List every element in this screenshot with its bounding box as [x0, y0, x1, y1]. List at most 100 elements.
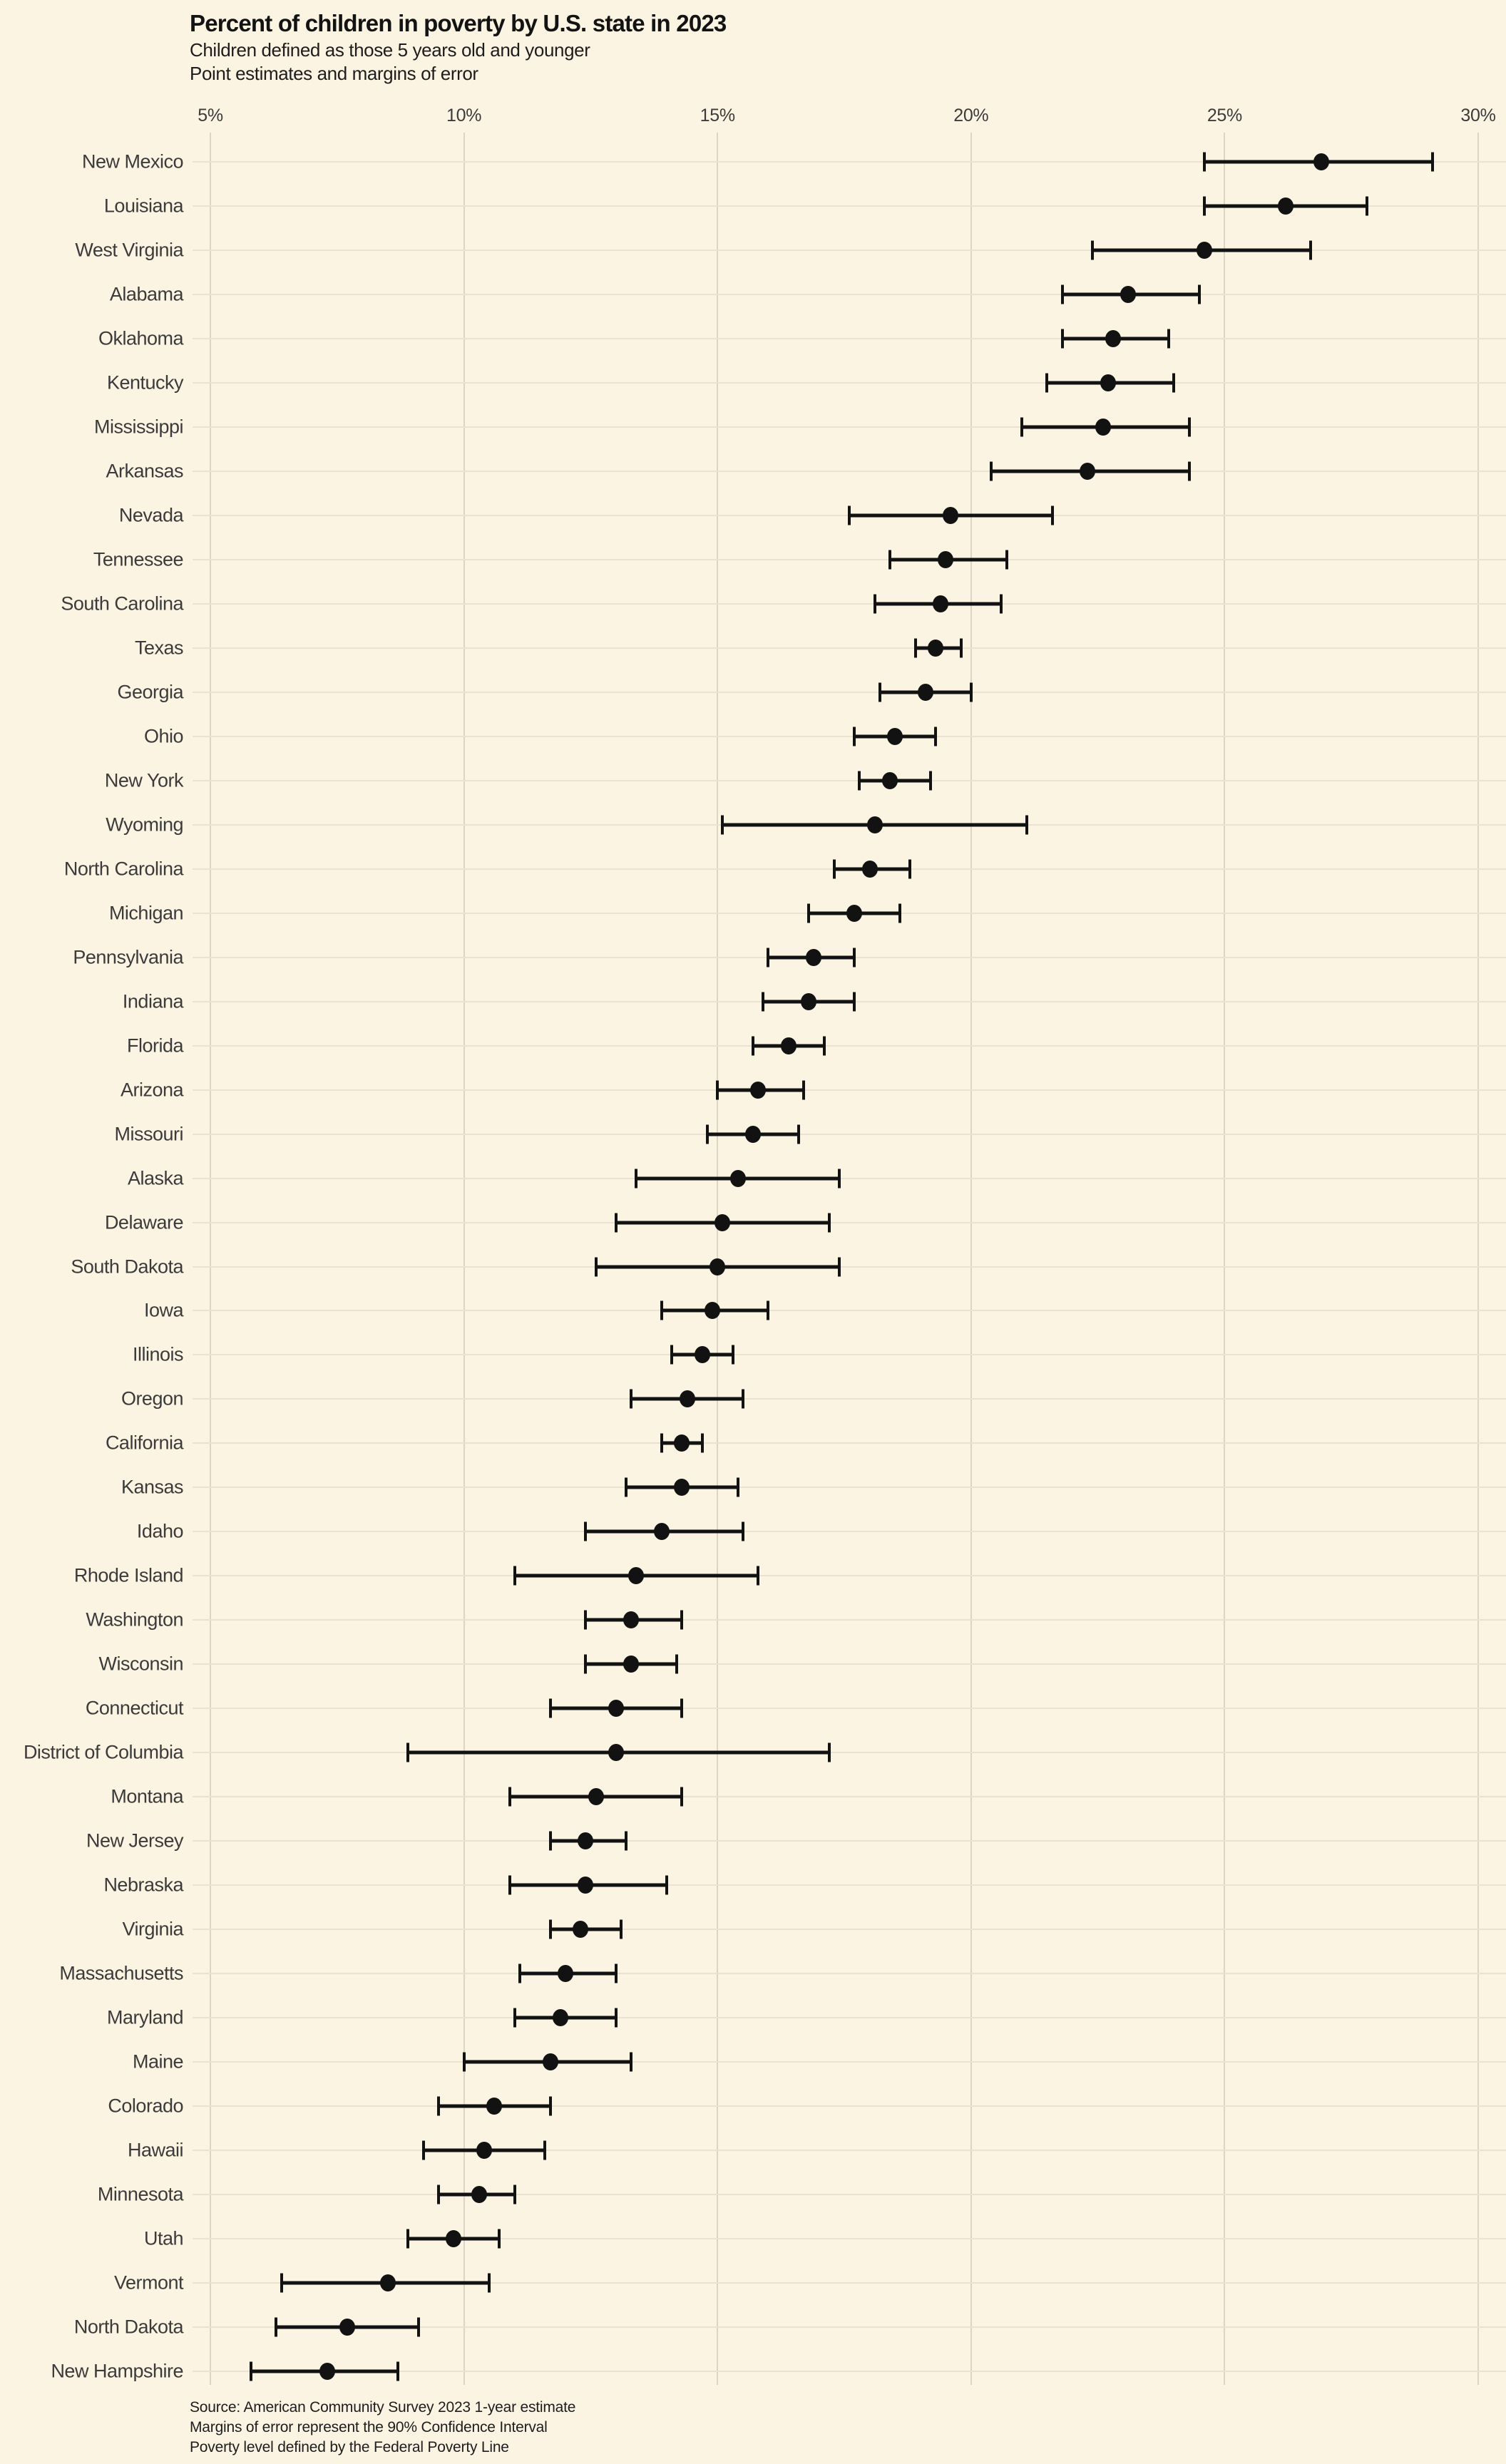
point-estimate-dot	[674, 1479, 690, 1497]
state-label: Texas	[134, 637, 184, 659]
x-axis-tick-label: 15%	[700, 106, 735, 125]
error-bar-cap-left	[762, 992, 765, 1012]
x-gridline	[970, 133, 972, 2385]
error-bar-cap-right	[488, 2273, 491, 2293]
error-bar-cap-left	[1091, 240, 1095, 260]
state-label: North Dakota	[73, 2316, 184, 2338]
row-gridline	[193, 1663, 1506, 1665]
point-estimate-dot	[674, 1434, 690, 1452]
state-label: Alabama	[109, 283, 184, 305]
error-bar-cap-left	[462, 2052, 466, 2072]
error-bar-cap-left	[635, 1169, 638, 1189]
point-estimate-dot	[542, 2053, 558, 2071]
row-gridline	[193, 426, 1506, 428]
point-estimate-dot	[1313, 153, 1329, 170]
chart-subtitle-definition: Children defined as those 5 years old an…	[190, 39, 590, 61]
state-label: Virginia	[122, 1918, 183, 1940]
error-bar-cap-right	[513, 2185, 516, 2204]
error-bar-cap-left	[873, 594, 876, 614]
poverty-definition-note: Poverty level defined by the Federal Pov…	[190, 2439, 509, 2455]
state-label: New Jersey	[86, 1829, 184, 1852]
point-estimate-dot	[694, 1346, 710, 1364]
state-label: Wisconsin	[98, 1653, 183, 1675]
error-bar-cap-left	[807, 903, 811, 923]
error-bar-cap-left	[660, 1433, 663, 1453]
row-gridline	[193, 1487, 1506, 1489]
error-bar-cap-left	[858, 771, 861, 791]
point-estimate-dot	[319, 2363, 335, 2380]
state-label: West Virginia	[75, 239, 183, 261]
error-bar-cap-left	[513, 1566, 516, 1586]
error-bar-cap-right	[614, 1963, 618, 1983]
error-bar-cap-right	[416, 2317, 420, 2337]
chart-subtitle-estimates: Point estimates and margins of error	[190, 63, 478, 84]
state-label: Alaska	[127, 1167, 184, 1189]
row-gridline	[193, 2061, 1506, 2063]
state-label: Delaware	[104, 1211, 184, 1233]
state-label: Montana	[111, 1785, 183, 1807]
error-bar-cap-right	[543, 2140, 547, 2160]
state-label: District of Columbia	[23, 1741, 184, 1763]
error-bar-cap-left	[751, 1036, 754, 1056]
row-gridline	[193, 249, 1506, 251]
error-bar-cap-left	[888, 550, 891, 570]
error-bar-cap-left	[513, 2008, 516, 2028]
state-label: Washington	[86, 1608, 183, 1631]
point-estimate-dot	[578, 1832, 594, 1850]
point-estimate-dot	[679, 1390, 695, 1408]
error-bar-cap-left	[1060, 329, 1064, 349]
state-label: Pennsylvania	[73, 946, 183, 968]
row-gridline	[193, 1752, 1506, 1754]
row-gridline	[193, 558, 1506, 560]
margin-of-error-note: Margins of error represent the 90% Confi…	[190, 2419, 548, 2435]
state-label: Mississippi	[93, 416, 184, 438]
error-bar-cap-right	[1005, 550, 1008, 570]
error-bar-cap-right	[741, 1521, 744, 1541]
error-bar-cap-right	[1172, 373, 1176, 393]
error-bar-cap-right	[680, 1610, 684, 1630]
point-estimate-dot	[806, 948, 822, 966]
error-bar-cap-right	[625, 1831, 628, 1851]
state-label: Kansas	[121, 1476, 184, 1498]
point-estimate-dot	[933, 595, 949, 612]
row-gridline	[193, 2017, 1506, 2019]
point-estimate-dot	[339, 2319, 356, 2336]
error-bar-cap-right	[680, 1787, 684, 1807]
point-estimate-dot	[1196, 241, 1212, 259]
error-bar-cap-left	[249, 2361, 252, 2381]
error-bar-cap-left	[275, 2317, 278, 2337]
point-estimate-dot	[928, 639, 944, 657]
row-gridline	[193, 2150, 1506, 2152]
point-estimate-dot	[917, 683, 933, 701]
row-gridline	[193, 161, 1506, 163]
state-label: Oregon	[121, 1387, 184, 1410]
point-estimate-dot	[780, 1037, 796, 1054]
row-gridline	[193, 1177, 1506, 1179]
state-label: Ohio	[143, 725, 184, 747]
error-bar-cap-left	[584, 1521, 588, 1541]
state-label: Arkansas	[106, 460, 183, 482]
state-label: California	[105, 1432, 184, 1454]
row-gridline	[193, 470, 1506, 472]
error-bar-cap-right	[1197, 284, 1201, 304]
point-estimate-dot	[471, 2186, 487, 2204]
error-bar-cap-right	[757, 1566, 760, 1586]
point-estimate-dot	[714, 1213, 731, 1231]
state-label: Indiana	[122, 990, 184, 1012]
error-bar-cap-left	[518, 1963, 521, 1983]
error-bar-cap-right	[908, 859, 912, 879]
state-label: Arizona	[120, 1079, 184, 1101]
point-estimate-dot	[1100, 374, 1116, 391]
row-gridline	[193, 2371, 1506, 2372]
error-bar-cap-right	[802, 1080, 806, 1100]
error-bar-cap-left	[508, 1787, 511, 1807]
state-label: Missouri	[114, 1123, 183, 1145]
row-gridline	[193, 337, 1506, 339]
error-bar-cap-left	[630, 1389, 633, 1409]
error-bar-cap-left	[913, 638, 917, 658]
error-bar-cap-left	[1020, 417, 1023, 437]
x-axis-tick-label: 30%	[1460, 106, 1496, 125]
state-label: South Dakota	[71, 1256, 183, 1277]
state-label: Tennessee	[93, 548, 184, 570]
x-axis-tick-label: 25%	[1207, 106, 1242, 125]
